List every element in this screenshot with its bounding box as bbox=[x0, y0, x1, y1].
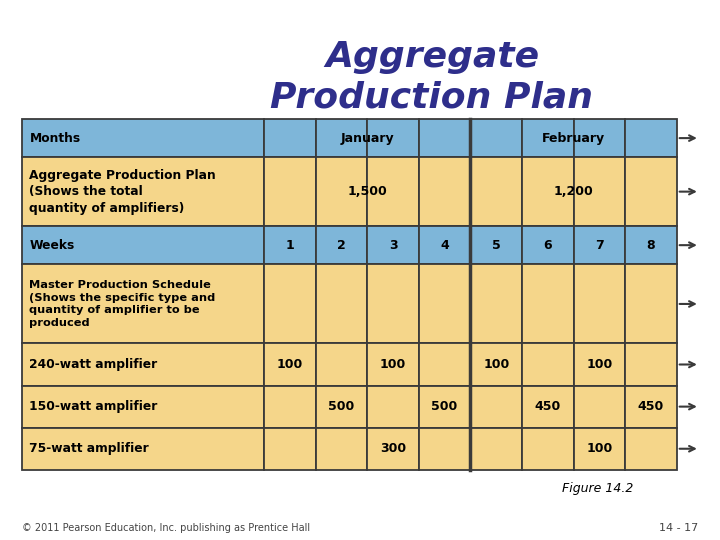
Bar bbox=[574, 226, 625, 265]
Bar bbox=[574, 119, 625, 158]
Text: 7: 7 bbox=[595, 239, 604, 252]
Bar bbox=[367, 157, 419, 226]
Bar bbox=[22, 343, 264, 386]
Text: © 2011 Pearson Education, Inc. publishing as Prentice Hall: © 2011 Pearson Education, Inc. publishin… bbox=[22, 523, 310, 533]
Text: 75-watt amplifier: 75-watt amplifier bbox=[30, 442, 149, 455]
Bar bbox=[264, 265, 315, 343]
Bar bbox=[264, 226, 315, 265]
Text: Figure 14.2: Figure 14.2 bbox=[562, 482, 634, 495]
Bar bbox=[522, 265, 574, 343]
Text: 100: 100 bbox=[276, 358, 303, 371]
Bar bbox=[22, 386, 264, 428]
Bar bbox=[522, 428, 574, 470]
Bar bbox=[625, 428, 677, 470]
Bar bbox=[574, 265, 625, 343]
Text: 450: 450 bbox=[535, 400, 561, 413]
Text: 1: 1 bbox=[285, 239, 294, 252]
Bar bbox=[315, 119, 367, 158]
Bar bbox=[367, 265, 419, 343]
Text: Production Plan: Production Plan bbox=[271, 80, 593, 114]
Bar bbox=[315, 157, 367, 226]
Bar bbox=[470, 428, 522, 470]
Text: 14 - 17: 14 - 17 bbox=[659, 523, 698, 533]
Text: Master Production Schedule
(Shows the specific type and
quantity of amplifier to: Master Production Schedule (Shows the sp… bbox=[30, 280, 216, 328]
Bar bbox=[264, 119, 315, 158]
Text: 240-watt amplifier: 240-watt amplifier bbox=[30, 358, 158, 371]
Bar bbox=[419, 428, 470, 470]
Text: 8: 8 bbox=[647, 239, 655, 252]
Bar bbox=[470, 226, 522, 265]
Bar bbox=[315, 428, 367, 470]
Text: 2: 2 bbox=[337, 239, 346, 252]
Text: January: January bbox=[341, 132, 394, 145]
Bar bbox=[22, 157, 264, 226]
Bar bbox=[625, 119, 677, 158]
Bar bbox=[574, 386, 625, 428]
Bar bbox=[367, 119, 419, 158]
Bar bbox=[367, 343, 419, 386]
Bar bbox=[419, 119, 470, 158]
Text: 5: 5 bbox=[492, 239, 500, 252]
Bar bbox=[367, 428, 419, 470]
Bar bbox=[470, 343, 522, 386]
Bar bbox=[522, 119, 574, 158]
Text: February: February bbox=[542, 132, 606, 145]
Bar bbox=[264, 386, 315, 428]
Bar bbox=[22, 119, 264, 158]
Bar bbox=[470, 265, 522, 343]
Bar bbox=[522, 386, 574, 428]
Bar bbox=[419, 226, 470, 265]
Text: 1,500: 1,500 bbox=[347, 185, 387, 198]
Bar bbox=[315, 265, 367, 343]
Text: 1,200: 1,200 bbox=[554, 185, 593, 198]
Text: 150-watt amplifier: 150-watt amplifier bbox=[30, 400, 158, 413]
Bar bbox=[315, 386, 367, 428]
Bar bbox=[574, 428, 625, 470]
Text: 500: 500 bbox=[328, 400, 354, 413]
Bar bbox=[264, 157, 315, 226]
Bar bbox=[419, 157, 470, 226]
Bar bbox=[625, 226, 677, 265]
Bar bbox=[574, 343, 625, 386]
Bar bbox=[470, 119, 522, 158]
Bar bbox=[574, 157, 625, 226]
Bar bbox=[22, 265, 264, 343]
Bar bbox=[470, 386, 522, 428]
Bar bbox=[625, 265, 677, 343]
Text: 100: 100 bbox=[586, 442, 613, 455]
Bar bbox=[22, 226, 264, 265]
Bar bbox=[522, 157, 574, 226]
Bar bbox=[625, 386, 677, 428]
Bar bbox=[419, 343, 470, 386]
Bar bbox=[625, 157, 677, 226]
Text: 3: 3 bbox=[389, 239, 397, 252]
Bar bbox=[419, 265, 470, 343]
Text: 6: 6 bbox=[544, 239, 552, 252]
Bar bbox=[367, 226, 419, 265]
Bar bbox=[522, 226, 574, 265]
Bar bbox=[315, 226, 367, 265]
Bar bbox=[419, 386, 470, 428]
Bar bbox=[367, 386, 419, 428]
Text: Months: Months bbox=[30, 132, 81, 145]
Text: 450: 450 bbox=[638, 400, 664, 413]
Text: Weeks: Weeks bbox=[30, 239, 75, 252]
Text: Aggregate: Aggregate bbox=[325, 40, 539, 73]
Text: 4: 4 bbox=[440, 239, 449, 252]
Bar bbox=[522, 343, 574, 386]
Text: 100: 100 bbox=[380, 358, 406, 371]
Bar bbox=[625, 343, 677, 386]
Text: 100: 100 bbox=[483, 358, 509, 371]
Bar bbox=[315, 343, 367, 386]
Text: 500: 500 bbox=[431, 400, 458, 413]
Text: 300: 300 bbox=[380, 442, 406, 455]
Text: Aggregate Production Plan
(Shows the total
quantity of amplifiers): Aggregate Production Plan (Shows the tot… bbox=[30, 168, 216, 214]
Bar bbox=[22, 428, 264, 470]
Text: 100: 100 bbox=[586, 358, 613, 371]
Bar bbox=[470, 157, 522, 226]
Bar bbox=[264, 343, 315, 386]
Bar bbox=[264, 428, 315, 470]
